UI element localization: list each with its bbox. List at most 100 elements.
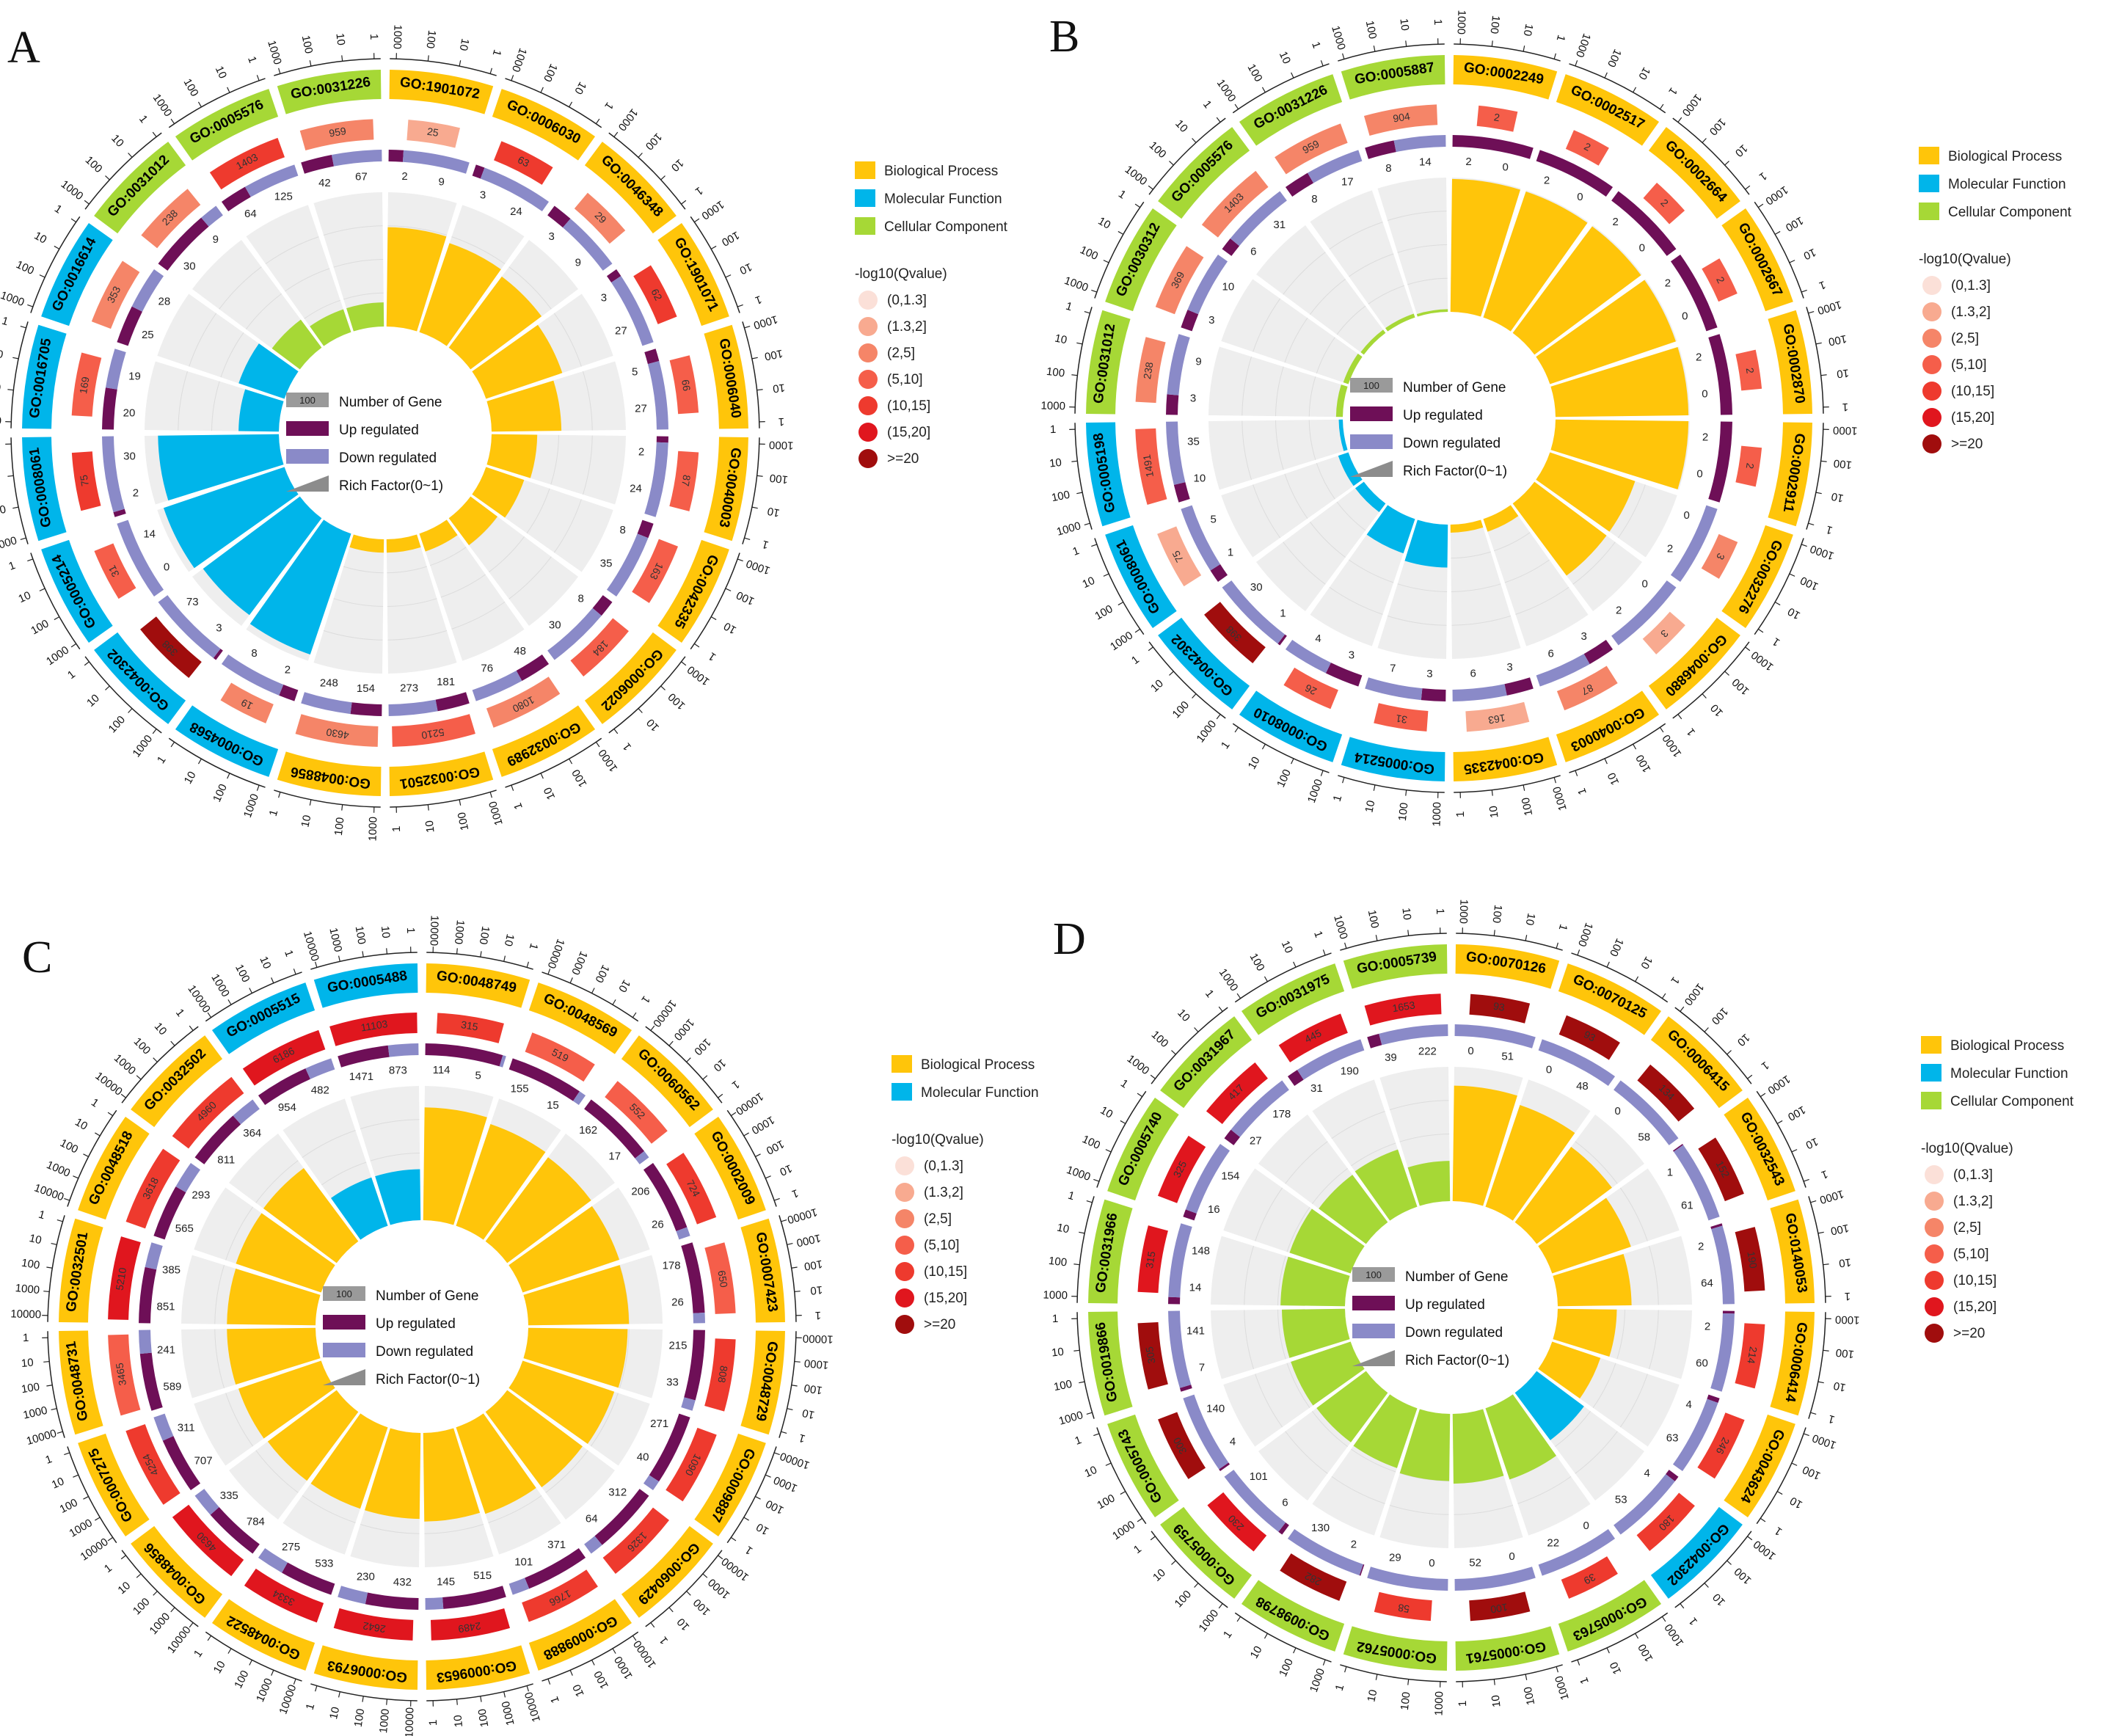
q-legend-dot	[858, 423, 878, 442]
axis-tick-label: 1000	[1057, 1409, 1084, 1428]
q-legend-dot	[895, 1288, 914, 1308]
axis-tick-label: 1000	[1214, 77, 1239, 104]
axis-tick-label: 100	[332, 817, 347, 836]
axis-tick	[1704, 1583, 1709, 1588]
up-regulated-bar	[1367, 1033, 1382, 1048]
rich-factor-bar	[1536, 452, 1636, 532]
q-legend-dot	[1922, 355, 1941, 374]
up-regulated-bar	[1277, 634, 1287, 646]
axis-tick-label: 1000	[1816, 298, 1843, 317]
axis-tick	[730, 1112, 737, 1117]
grid-arc	[189, 313, 217, 367]
up-count-label: 0	[1614, 1105, 1620, 1117]
down-count-label: 14	[1419, 156, 1432, 168]
axis-arc	[84, 132, 162, 210]
down-count-label: 2	[1616, 605, 1622, 617]
axis-tick	[293, 1678, 296, 1685]
background-count-label: 1491	[1140, 453, 1156, 478]
axis-tick-label: 1000	[616, 106, 641, 134]
q-legend-label: (0,1.3]	[887, 293, 927, 308]
axis-tick-label: 10	[1279, 939, 1295, 955]
grid-arc	[302, 1130, 356, 1159]
axis-arc	[505, 78, 602, 128]
axis-tick-label: 10	[1735, 1031, 1752, 1048]
axis-tick-label: 1000	[1062, 274, 1090, 294]
grid-arc	[1616, 1309, 1625, 1360]
axis-tick	[1823, 1349, 1829, 1352]
rich-factor-bar	[1360, 329, 1386, 355]
axis-tick-label: 100	[1636, 1641, 1655, 1663]
axis-tick	[1373, 45, 1376, 52]
down-count-label: 275	[282, 1541, 300, 1553]
axis-tick-label: 10	[457, 37, 472, 52]
term-segment	[1770, 1311, 1815, 1416]
background-count-bar	[329, 1013, 418, 1046]
axis-tick-label: 100	[764, 1137, 786, 1157]
panel-c-letter: C	[22, 933, 52, 982]
term-segment	[1160, 1506, 1253, 1599]
term-segment	[389, 70, 494, 114]
background-count-bar	[244, 1568, 324, 1623]
axis-tick-label: 1	[638, 993, 652, 1005]
axis-tick-label: 10	[572, 80, 588, 97]
background-count-label: 87	[1580, 682, 1595, 697]
axis-tick	[686, 1591, 691, 1596]
down-regulated-bar	[693, 1313, 705, 1324]
background-count-bar	[1469, 1591, 1531, 1622]
axis-tick	[1810, 1412, 1817, 1415]
axis-arc	[30, 216, 81, 313]
q-legend-dot	[895, 1209, 914, 1228]
rich-factor-bar	[419, 519, 458, 552]
down-regulated-bar	[647, 361, 668, 430]
down-count-label: 26	[652, 1218, 664, 1230]
axis-tick	[613, 729, 619, 734]
down-count-label: 148	[1192, 1244, 1210, 1257]
axis-tick-label: 1	[693, 184, 705, 198]
down-count-label: 22	[1547, 1536, 1559, 1549]
background-count-bar	[1204, 602, 1266, 663]
up-regulated-bar	[221, 186, 251, 212]
axis-tick	[170, 118, 175, 125]
axis-arc	[1756, 1427, 1806, 1525]
down-count-label: 60	[1696, 1357, 1708, 1370]
grid-arc	[1277, 1255, 1286, 1306]
axis-tick	[1216, 714, 1221, 720]
up-count-label: 1	[1280, 608, 1286, 620]
axis-tick-label: 1	[1773, 1524, 1784, 1538]
axis-arc	[1456, 933, 1563, 951]
down-regulated-bar	[117, 519, 164, 597]
grid-arc	[387, 598, 437, 607]
down-regulated-bar	[233, 1099, 260, 1125]
axis-arc	[1808, 1196, 1826, 1303]
q-legend-label: (5,10]	[887, 372, 923, 387]
legend-label: Biological Process	[921, 1057, 1035, 1073]
axis-tick	[1604, 758, 1608, 765]
axis-tick	[1218, 1603, 1223, 1609]
down-regulated-bar	[145, 1242, 163, 1270]
axis-tick-label: 1	[37, 1208, 46, 1222]
axis-tick-label: 10	[213, 65, 229, 81]
axis-tick	[693, 218, 700, 223]
grid-arc	[370, 1153, 420, 1161]
axis-tick	[1606, 1647, 1610, 1654]
down-count-label: 222	[1418, 1045, 1437, 1057]
axis-tick-label: 100	[803, 1382, 823, 1397]
background-count-bar	[669, 355, 699, 415]
term-segment	[1241, 1580, 1345, 1652]
term-segment	[1107, 1097, 1179, 1201]
axis-tick-label: 10	[772, 381, 786, 395]
axis-tick	[84, 661, 90, 666]
down-regulated-bar	[105, 349, 126, 390]
axis-tick-label: 1000	[1305, 778, 1325, 805]
axis-tick-label: 100	[232, 1668, 252, 1691]
axis-arc	[1569, 723, 1666, 773]
axis-tick-label: 10000	[631, 1638, 659, 1670]
term-segment	[131, 1525, 223, 1618]
term-segment	[1088, 1199, 1133, 1304]
axis-arc	[168, 737, 266, 788]
grid-arc	[1555, 1411, 1591, 1448]
axis-tick-label: 10	[1804, 1135, 1820, 1151]
axis-tick	[737, 558, 743, 562]
term-segment	[1650, 1506, 1743, 1599]
